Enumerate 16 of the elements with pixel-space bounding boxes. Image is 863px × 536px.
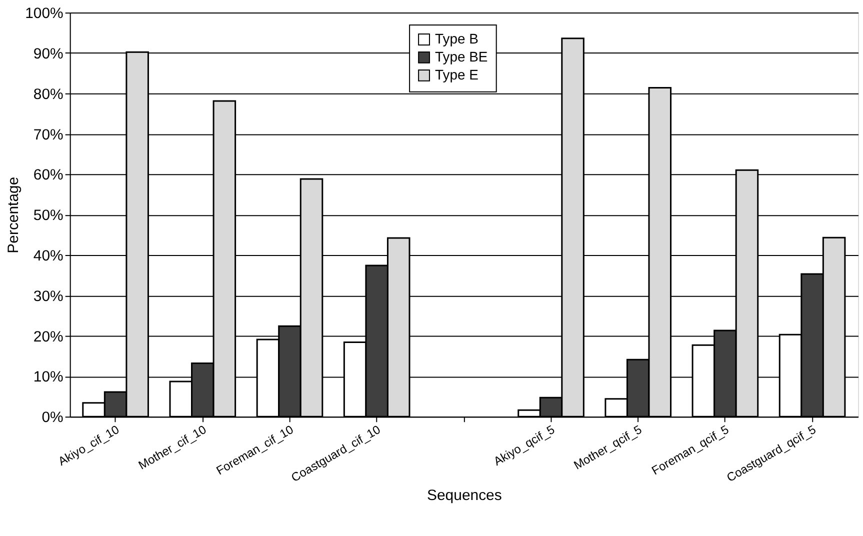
y-tick-label: 30% <box>33 288 64 305</box>
legend-label: Type E <box>434 66 478 82</box>
y-tick-label: 80% <box>33 86 64 103</box>
y-tick-label: 10% <box>33 368 64 386</box>
y-tick-label: 100% <box>25 5 64 22</box>
legend-label: Type BE <box>434 48 488 64</box>
y-tick-label: 40% <box>33 247 64 264</box>
y-tick-label: 50% <box>33 207 64 224</box>
y-tick-label: 90% <box>33 45 64 62</box>
x-axis-title: Sequences <box>427 486 502 504</box>
y-axis-title: Percentage <box>5 176 22 254</box>
y-tick-label: 0% <box>42 409 64 426</box>
y-tick-label: 60% <box>33 166 64 184</box>
legend-label: Type B <box>434 30 478 46</box>
y-tick-label: 20% <box>33 328 64 346</box>
y-tick-label: 70% <box>33 126 64 144</box>
